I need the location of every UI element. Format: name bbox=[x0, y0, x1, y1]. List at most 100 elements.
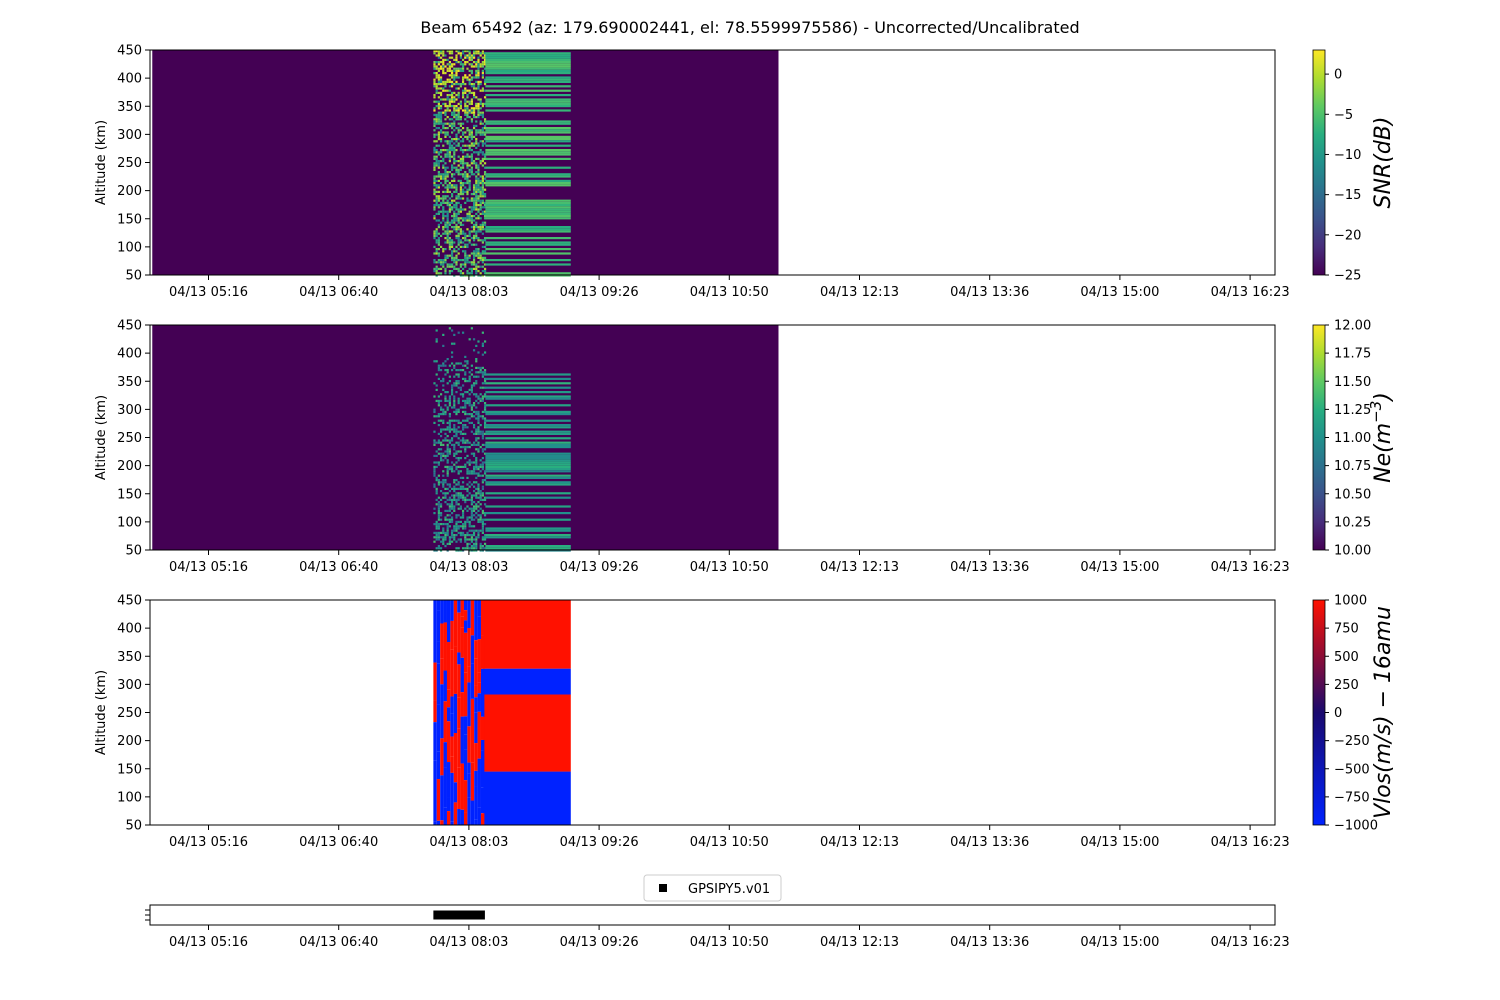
panel-vlos-cell bbox=[457, 600, 461, 613]
panel-ne-band bbox=[485, 512, 571, 515]
panel-snr-cell bbox=[472, 250, 476, 253]
panel-ne-cell bbox=[472, 349, 476, 352]
panel-snr-cell bbox=[453, 129, 456, 132]
panel-snr-cell bbox=[477, 190, 480, 193]
panel-snr-cell bbox=[466, 197, 469, 200]
panel-vlos-cell bbox=[436, 641, 441, 664]
panel-snr-cell bbox=[439, 78, 443, 81]
panel-vlos-heatmap bbox=[433, 600, 571, 825]
panel-snr-cell bbox=[464, 155, 467, 158]
panel-ne-cell bbox=[455, 503, 458, 506]
panel-ne-cell bbox=[457, 496, 460, 499]
panel-snr-cell bbox=[448, 270, 451, 273]
panel-ne-cell bbox=[437, 538, 440, 541]
panel-snr-cell bbox=[475, 72, 478, 75]
panel-snr-cell bbox=[437, 212, 440, 215]
panel-ne-cell bbox=[457, 525, 460, 528]
panel-snr-cell bbox=[464, 173, 467, 176]
panel-snr-cell bbox=[448, 223, 451, 226]
panel-ne-cell bbox=[450, 391, 454, 394]
panel-snr-cell bbox=[472, 206, 476, 209]
panel-ne-band bbox=[485, 518, 571, 521]
panel-snr-cell bbox=[479, 208, 482, 211]
panel-snr-cell bbox=[466, 272, 469, 275]
panel-ne-cell bbox=[475, 496, 478, 499]
panel-snr-cell bbox=[450, 195, 454, 198]
panel-ne-cell bbox=[470, 483, 473, 486]
panel-snr-cell bbox=[479, 186, 482, 189]
panel-snr-cell bbox=[444, 201, 447, 204]
panel-vlos-band bbox=[483, 694, 571, 772]
panel-snr-cell bbox=[477, 226, 480, 229]
panel-ne-cell bbox=[464, 364, 467, 367]
panel-snr-band bbox=[485, 138, 571, 141]
panel-ne-cell bbox=[470, 472, 473, 475]
panel-snr-cell bbox=[450, 219, 454, 222]
panel-snr-cell bbox=[461, 131, 465, 134]
panel-snr-cell bbox=[446, 140, 449, 143]
panel-ne-cell bbox=[446, 421, 449, 424]
panel-snr-cell bbox=[448, 67, 451, 70]
panel-snr-cell bbox=[453, 100, 456, 103]
panel-snr-cell bbox=[461, 166, 465, 169]
panel-ne-cell bbox=[442, 474, 445, 477]
panel-snr-cell bbox=[439, 122, 443, 125]
panel-ne-cell bbox=[444, 509, 447, 512]
panel-snr-cell bbox=[459, 186, 462, 189]
panel-ne-x-tick-label: 04/13 16:23 bbox=[1211, 560, 1290, 575]
panel-snr-cell bbox=[468, 210, 471, 213]
panel-ne-cell bbox=[453, 426, 456, 429]
panel-snr-cell bbox=[483, 78, 487, 81]
panel-vlos-x-tick-label: 04/13 13:36 bbox=[950, 835, 1029, 850]
panel-ne-cell bbox=[466, 542, 469, 545]
panel-ne-cell bbox=[450, 501, 454, 504]
panel-snr-cell bbox=[450, 50, 454, 53]
panel-snr-cell bbox=[455, 190, 458, 193]
panel-ne-colorbar-tick-label: 10.00 bbox=[1334, 544, 1371, 559]
panel-snr-cell bbox=[446, 254, 449, 257]
panel-snr-cell bbox=[468, 83, 471, 86]
panel-snr-cell bbox=[457, 259, 460, 262]
panel-snr-cell bbox=[459, 140, 462, 143]
panel-snr-cell bbox=[475, 52, 478, 55]
panel-snr-cell bbox=[448, 151, 451, 154]
panel-ne-cell bbox=[450, 540, 454, 543]
panel-ne-cell bbox=[446, 399, 449, 402]
panel-snr-cell bbox=[481, 259, 484, 262]
panel-snr-cell bbox=[435, 241, 438, 244]
panel-ne-cell bbox=[475, 492, 478, 495]
panel-ne-cell bbox=[477, 340, 480, 343]
panel-snr-cell bbox=[435, 85, 438, 88]
panel-snr-cell bbox=[435, 164, 438, 167]
panel-ne-cell bbox=[479, 446, 482, 449]
panel-snr-cell bbox=[446, 131, 449, 134]
panel-snr-cell bbox=[437, 210, 440, 213]
panel-vlos-cell bbox=[467, 773, 471, 798]
panel-snr-cell bbox=[461, 190, 465, 193]
panel-snr-cell bbox=[475, 270, 478, 273]
panel-snr-cell bbox=[459, 107, 462, 110]
panel-ne-cell bbox=[477, 487, 480, 490]
panel-ne-cell bbox=[477, 430, 480, 433]
panel-vlos-cell bbox=[457, 612, 461, 653]
panel-snr-cell bbox=[435, 230, 438, 233]
panel-snr-cell bbox=[439, 111, 443, 114]
panel-vlos-cell bbox=[436, 751, 441, 780]
panel-vlos-cell bbox=[436, 704, 441, 752]
panel-ne-cell bbox=[448, 428, 451, 431]
panel-ne-cell bbox=[479, 470, 482, 473]
figure-title: Beam 65492 (az: 179.690002441, el: 78.55… bbox=[420, 18, 1080, 37]
panel-ne-cell bbox=[450, 369, 454, 372]
panel-snr-cell bbox=[437, 144, 440, 147]
panel-snr-cell bbox=[475, 157, 478, 160]
panel-ne-y-tick-label: 400 bbox=[117, 347, 142, 362]
panel-snr-cell bbox=[464, 234, 467, 237]
panel-snr-cell bbox=[455, 135, 458, 138]
panel-snr-cell bbox=[470, 149, 473, 152]
panel-ne-cell bbox=[455, 369, 458, 372]
panel-snr-cell bbox=[479, 226, 482, 229]
panel-ne-x-tick-label: 04/13 09:26 bbox=[560, 560, 639, 575]
panel-snr-cell bbox=[437, 153, 440, 156]
panel-ne-colorbar-tick-label: 11.25 bbox=[1334, 403, 1371, 418]
panel-snr-cell bbox=[433, 96, 436, 99]
